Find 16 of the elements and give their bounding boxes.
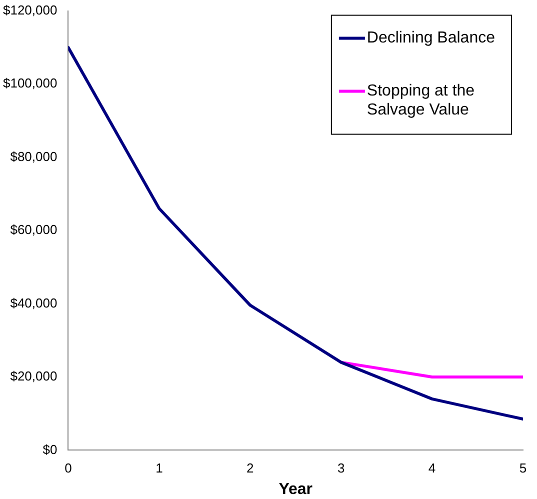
y-tick-label: $100,000 bbox=[2, 76, 58, 91]
y-tick-label: $0 bbox=[42, 442, 58, 457]
y-tick-label: $40,000 bbox=[10, 295, 58, 310]
legend-label: Stopping at the Salvage Value bbox=[366, 82, 475, 119]
legend-label: Declining Balance bbox=[366, 30, 496, 47]
y-tick-label: $120,000 bbox=[2, 2, 58, 18]
x-axis-title: Year bbox=[278, 480, 313, 498]
y-tick-label: $80,000 bbox=[10, 148, 58, 164]
x-tick-label: 3 bbox=[337, 460, 345, 476]
x-tick-label: 5 bbox=[519, 460, 527, 476]
x-tick-label: 1 bbox=[156, 460, 163, 476]
y-tick-label: $60,000 bbox=[10, 222, 58, 238]
x-tick-label: 2 bbox=[246, 460, 254, 476]
x-tick-label: 4 bbox=[428, 460, 436, 476]
x-tick-label: 0 bbox=[64, 460, 72, 476]
y-tick-label: $20,000 bbox=[10, 368, 58, 384]
